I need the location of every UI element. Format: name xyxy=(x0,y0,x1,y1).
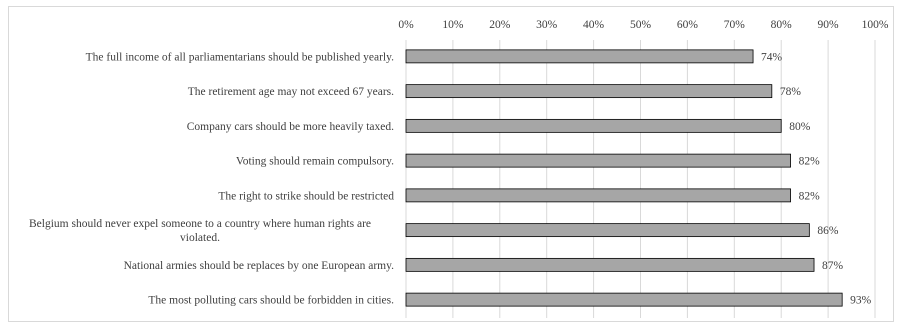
x-tick-label: 70% xyxy=(724,19,746,31)
bar xyxy=(405,292,843,307)
x-tick-label: 60% xyxy=(677,19,699,31)
x-tick-label: 100% xyxy=(862,19,889,31)
grid-layer xyxy=(405,40,876,318)
bars xyxy=(405,49,843,307)
bar xyxy=(405,118,782,133)
bar xyxy=(405,188,791,203)
bar xyxy=(405,153,791,168)
x-tick-label: 50% xyxy=(630,19,652,31)
value-label: 86% xyxy=(817,225,839,237)
category-label: The full income of all parliamentarians … xyxy=(86,51,395,63)
bar xyxy=(405,223,810,238)
category-label: The right to strike should be restricted xyxy=(218,190,394,202)
value-label: 80% xyxy=(789,121,811,133)
value-label: 93% xyxy=(850,295,872,307)
value-label: 87% xyxy=(822,260,844,272)
category-label: National armies should be replaces by on… xyxy=(124,260,394,272)
category-label: Company cars should be more heavily taxe… xyxy=(187,121,394,133)
category-labels: The full income of all parliamentarians … xyxy=(29,51,394,306)
category-label-line: violated. xyxy=(180,232,220,244)
chart-frame xyxy=(8,6,894,322)
category-label: Voting should remain compulsory. xyxy=(236,156,394,168)
bar xyxy=(405,257,815,272)
x-tick-label: 30% xyxy=(536,19,558,31)
category-label-line: Belgium should never expel someone to a … xyxy=(29,218,371,230)
x-axis-ticks: 0% 10% 20% 30% 40% 50% 60% 70% 80% 90% 100% xyxy=(398,19,889,31)
x-tick-label: 90% xyxy=(818,19,840,31)
x-tick-label: 40% xyxy=(583,19,605,31)
value-label: 82% xyxy=(799,190,821,202)
category-label: The most polluting cars should be forbid… xyxy=(148,295,394,307)
x-tick-label: 20% xyxy=(489,19,511,31)
bar xyxy=(405,49,754,64)
x-tick-label: 10% xyxy=(442,19,464,31)
value-label: 82% xyxy=(799,156,821,168)
category-label: The retirement age may not exceed 67 yea… xyxy=(188,86,394,98)
x-tick-label: 0% xyxy=(398,19,414,31)
x-tick-label: 80% xyxy=(771,19,793,31)
value-label: 74% xyxy=(761,51,783,63)
value-labels: 74% 78% 80% 82% 82% 86% 87% 93% xyxy=(761,51,872,306)
category-label: Belgium should never expel someone to a … xyxy=(29,218,371,244)
value-label: 78% xyxy=(780,86,802,98)
bar xyxy=(405,84,773,99)
